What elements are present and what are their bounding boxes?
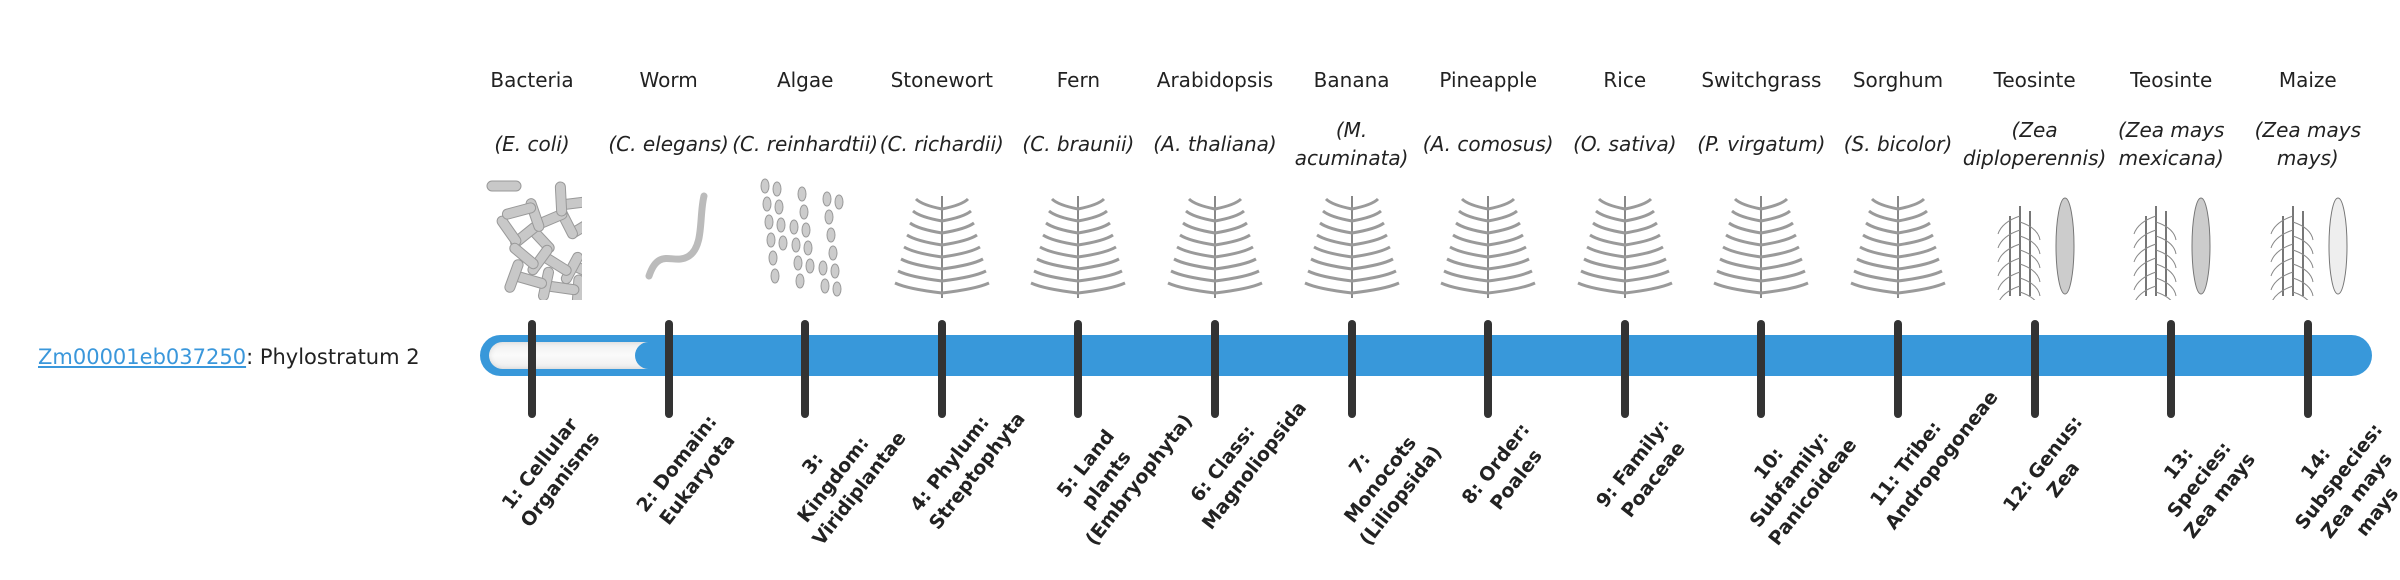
organism-common-name: Fern — [1056, 68, 1101, 92]
stratum-tick — [528, 320, 536, 418]
stratum-tick — [1620, 320, 1629, 418]
gene-separator: : — [246, 345, 254, 369]
teosinte-mexicana-image — [2121, 176, 2221, 311]
stratum-label: 11: Tribe: Andropogoneae — [1866, 386, 2003, 534]
organism-scientific-name: (C. richardii) — [868, 114, 1016, 174]
stratum-label: 9: Family: Poaceae — [1591, 415, 1690, 522]
organism-common-name: Algae — [776, 68, 834, 92]
scientific-name-text: (Zea diploperennis) — [1962, 118, 2107, 170]
organism-scientific-name: (Zea mays mexicana) — [2097, 114, 2245, 174]
organism-common-name: Teosinte — [1993, 68, 2076, 92]
scientific-name-text: (Zea mays mays) — [2254, 118, 2361, 170]
stratum-tick — [1757, 320, 1766, 418]
scientific-name-text: (C. reinhardtii) — [732, 132, 879, 156]
stratum-tick — [2303, 320, 2312, 418]
organism-common-name: Pineapple — [1439, 68, 1538, 92]
stratum-tick — [1074, 320, 1083, 418]
stratum-label: 12: Genus: Zea — [1998, 411, 2087, 516]
sorghum-image — [1848, 176, 1948, 300]
scientific-name-text: (E. coli) — [494, 132, 570, 156]
organism-common-name: Teosinte — [2130, 68, 2213, 92]
rice-image — [1575, 176, 1675, 300]
stonewort-image — [892, 176, 992, 300]
stratum-tick — [1347, 320, 1356, 418]
maize-image — [2258, 176, 2358, 311]
organism-scientific-name: (O. sativa) — [1551, 114, 1699, 174]
stratum-tick — [664, 320, 673, 418]
switchgrass-image — [1711, 176, 1811, 300]
bacteria-image — [482, 176, 605, 310]
organism-common-name: Arabidopsis — [1156, 68, 1274, 92]
stratum-label: 3: Kingdom: Viridiplantae — [793, 427, 911, 550]
organism-scientific-name: (E. coli) — [458, 114, 606, 174]
scientific-name-text: (C. richardii) — [879, 132, 1004, 156]
organism-common-name: Maize — [2278, 68, 2337, 92]
stratum-label: 1: Cellular Organisms — [497, 413, 605, 532]
phylostratum-bar — [480, 335, 2372, 376]
organism-common-name: Sorghum — [1852, 68, 1944, 92]
scientific-name-text: (C. elegans) — [608, 132, 729, 156]
organism-scientific-name: (S. bicolor) — [1824, 114, 1972, 174]
algae-image — [755, 176, 855, 300]
organism-scientific-name: (M. acuminata) — [1278, 114, 1426, 174]
stratum-label: 8: Order: Poales — [1457, 419, 1547, 515]
organism-scientific-name: (Zea diploperennis) — [1961, 114, 2109, 174]
scientific-name-text: (A. thaliana) — [1153, 132, 1277, 156]
organism-common-name: Rice — [1603, 68, 1647, 92]
stratum-label: 2: Domain: Eukaryota — [631, 411, 740, 530]
stratum-label: 14: Subspecies: Zea mays mays — [2290, 419, 2400, 543]
scientific-name-text: (M. acuminata) — [1294, 118, 1409, 170]
stratum-label: 5: Land plants (Embryophyta) — [1053, 410, 1198, 550]
teosinte-image — [1985, 176, 2085, 311]
scientific-name-text: (O. sativa) — [1573, 132, 1677, 156]
organism-common-name: Bacteria — [490, 68, 574, 92]
stratum-tick — [937, 320, 946, 418]
organism-scientific-name: (A. thaliana) — [1141, 114, 1289, 174]
stratum-label: 7: Monocots (Liliopsida) — [1339, 432, 1447, 550]
organism-scientific-name: (C. braunii) — [1004, 114, 1152, 174]
organism-common-name: Banana — [1313, 68, 1390, 92]
organism-scientific-name: (A. comosus) — [1414, 114, 1562, 174]
organism-scientific-name: (P. virgatum) — [1687, 114, 1835, 174]
stratum-label: 10: Subfamily: Panicoideae — [1745, 427, 1862, 550]
stratum-tick — [2030, 320, 2039, 418]
scientific-name-text: (S. bicolor) — [1843, 132, 1953, 156]
organism-scientific-name: (C. reinhardtii) — [731, 114, 879, 174]
stratum-tick — [1894, 320, 1902, 418]
stratum-tick — [801, 320, 810, 418]
stratum-tick — [1484, 320, 1493, 418]
gene-link[interactable]: Zm00001eb037250 — [38, 345, 247, 369]
organism-common-name: Stonewort — [890, 68, 993, 92]
bar-unfilled-segment — [489, 342, 660, 369]
organism-common-name: Switchgrass — [1701, 68, 1822, 92]
fern-image — [1028, 176, 1128, 300]
organism-scientific-name: (Zea mays mays) — [2234, 114, 2382, 174]
stratum-tick — [2167, 320, 2176, 418]
stratum-label: 4: Phylum: Streptophyta — [905, 408, 1030, 534]
banana-image — [1302, 176, 1402, 300]
stratum-tick — [1211, 320, 1219, 418]
pineapple-image — [1438, 176, 1538, 300]
scientific-name-text: (P. virgatum) — [1697, 132, 1826, 156]
stratum-label: 13: Species: Zea mays — [2159, 437, 2261, 543]
scientific-name-text: (A. comosus) — [1422, 132, 1554, 156]
scientific-name-text: (C. braunii) — [1022, 132, 1135, 156]
organism-common-name: Worm — [639, 68, 698, 92]
worm-image — [619, 176, 719, 300]
organism-scientific-name: (C. elegans) — [595, 114, 743, 174]
phylostratum-text: Phylostratum 2 — [253, 345, 420, 369]
gene-label: Zm00001eb037250: Phylostratum 2 — [38, 340, 420, 374]
scientific-name-text: (Zea mays mexicana) — [2117, 118, 2225, 170]
arabidopsis-image — [1165, 176, 1265, 300]
